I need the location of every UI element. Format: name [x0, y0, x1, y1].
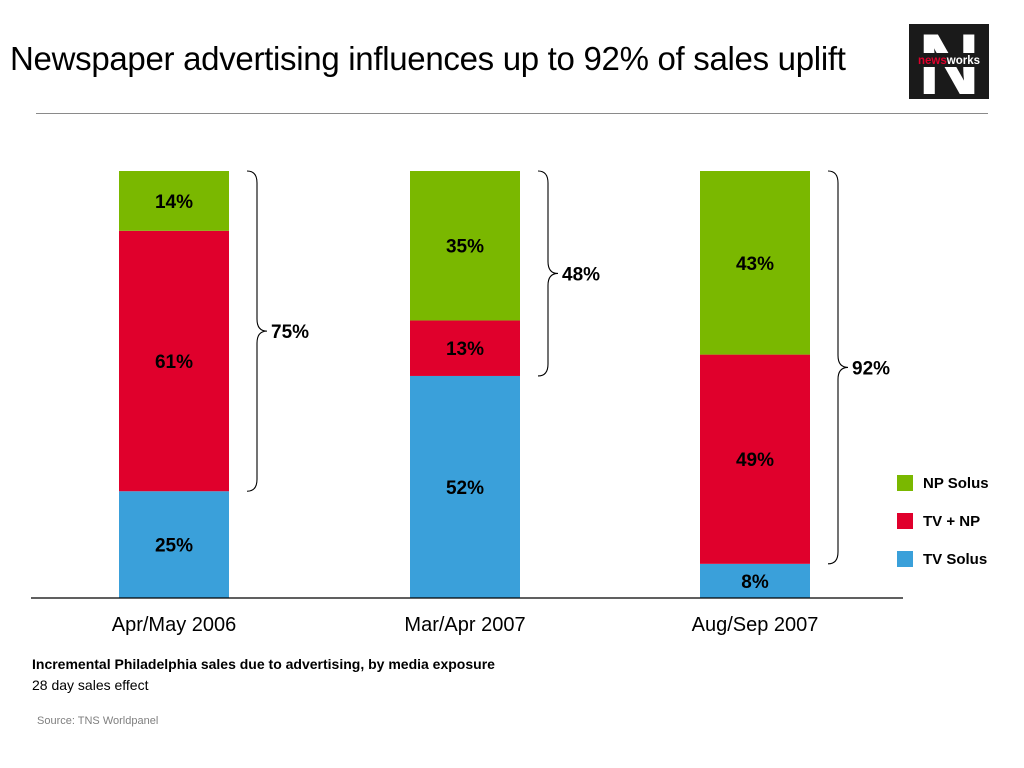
newsworks-logo: N newsworks	[909, 24, 989, 99]
bracket-brace	[537, 170, 559, 377]
bar-segment-np-solus	[410, 171, 520, 321]
data-label: 52%	[446, 478, 484, 499]
legend-label-tv-np: TV + NP	[923, 512, 981, 530]
legend-swatch-tv-np	[897, 513, 913, 529]
data-label: 13%	[446, 339, 484, 360]
x-tick-label: Aug/Sep 2007	[692, 614, 819, 636]
legend-item-tv-np: TV + NP	[897, 512, 989, 530]
source-note: Source: TNS Worldpanel	[37, 715, 159, 727]
legend-item-tv-solus: TV Solus	[897, 550, 989, 568]
bracket-brace	[827, 170, 849, 565]
data-label: 8%	[741, 572, 769, 593]
bar-segment-np-solus	[700, 171, 810, 355]
data-label: 43%	[736, 254, 774, 275]
page-title: Newspaper advertising influences up to 9…	[10, 40, 846, 77]
chart-caption: Incremental Philadelphia sales due to ad…	[32, 656, 495, 672]
bar-segment-tv-solus	[700, 563, 810, 598]
legend-label-np-solus: NP Solus	[923, 474, 989, 492]
bracket-total-label: 75%	[271, 322, 309, 343]
title-divider	[36, 113, 988, 114]
bar-segment-tv-solus	[410, 375, 520, 598]
x-tick-label: Apr/May 2006	[112, 614, 237, 636]
bar-segment-tv-np	[410, 320, 520, 376]
legend-item-np-solus: NP Solus	[897, 474, 989, 492]
data-label: 49%	[736, 450, 774, 471]
logo-text-suffix: works	[946, 55, 980, 67]
bar-segment-tv-solus	[119, 491, 229, 598]
bracket-total-label: 48%	[562, 264, 600, 285]
logo-wordmark: newsworks	[918, 55, 980, 67]
bar-segment-tv-np	[119, 230, 229, 492]
chart-legend: NP Solus TV + NP TV Solus	[897, 474, 989, 588]
data-label: 25%	[155, 536, 193, 557]
bracket-brace	[246, 170, 268, 492]
logo-text-prefix: news	[918, 55, 947, 67]
legend-swatch-tv-solus	[897, 551, 913, 567]
chart-subcaption: 28 day sales effect	[32, 677, 149, 693]
legend-label-tv-solus: TV Solus	[923, 550, 988, 568]
bracket-total-label: 92%	[852, 358, 890, 379]
bar-segment-np-solus	[119, 171, 229, 231]
legend-swatch-np-solus	[897, 475, 913, 491]
data-label: 35%	[446, 237, 484, 258]
data-label: 61%	[155, 352, 193, 373]
x-tick-label: Mar/Apr 2007	[404, 614, 525, 636]
data-label: 14%	[155, 192, 193, 213]
bar-segment-tv-np	[700, 354, 810, 564]
